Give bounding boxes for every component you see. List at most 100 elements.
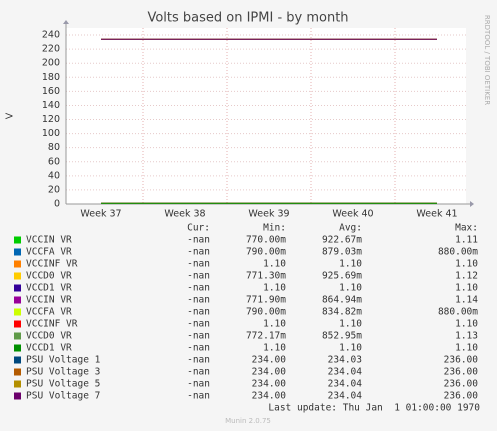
legend-value: -nan bbox=[187, 271, 210, 282]
legend-name: VCCIN VR bbox=[26, 235, 72, 246]
legend-value: -nan bbox=[187, 367, 210, 378]
legend-value: -nan bbox=[187, 295, 210, 306]
legend-header: Cur: bbox=[187, 223, 210, 234]
legend-value: -nan bbox=[187, 307, 210, 318]
legend-swatch bbox=[14, 308, 21, 316]
legend-value: 1.10 bbox=[455, 259, 478, 270]
y-tick-label: 240 bbox=[42, 30, 60, 41]
legend-name: PSU Voltage 1 bbox=[26, 355, 101, 366]
legend-name: PSU Voltage 5 bbox=[26, 379, 100, 390]
legend-name: VCCINF VR bbox=[26, 319, 78, 330]
legend-swatch bbox=[14, 368, 21, 376]
y-axis-label: V bbox=[5, 112, 16, 119]
y-tick-label: 160 bbox=[42, 86, 60, 97]
legend-value: 1.10 bbox=[455, 283, 478, 294]
legend-value: 790.00m bbox=[246, 307, 286, 318]
legend-value: 1.10 bbox=[339, 259, 362, 270]
legend-value: 1.10 bbox=[263, 283, 286, 294]
y-tick-label: 0 bbox=[54, 199, 60, 210]
legend-swatch bbox=[14, 380, 21, 388]
legend-value: -nan bbox=[187, 391, 210, 402]
legend-name: VCCIN VR bbox=[26, 295, 72, 306]
legend-value: 1.10 bbox=[263, 319, 286, 330]
legend-swatch bbox=[14, 272, 21, 280]
legend-swatch bbox=[14, 332, 21, 340]
legend-value: 1.10 bbox=[339, 343, 362, 354]
legend-value: 772.17m bbox=[246, 331, 286, 342]
axis-arrow bbox=[470, 201, 474, 207]
legend-name: VCCD1 VR bbox=[26, 343, 72, 354]
legend-swatch bbox=[14, 392, 21, 400]
legend-value: 1.14 bbox=[455, 295, 478, 306]
legend-name: VCCD0 VR bbox=[26, 271, 72, 282]
legend-value: 234.04 bbox=[328, 379, 363, 390]
plot-area bbox=[66, 28, 466, 204]
legend-name: VCCD1 VR bbox=[26, 283, 72, 294]
legend-header: Max: bbox=[455, 223, 478, 234]
legend-swatch bbox=[14, 248, 21, 256]
legend-value: 834.82m bbox=[322, 307, 362, 318]
legend-value: 880.00m bbox=[438, 247, 478, 258]
legend-value: 864.94m bbox=[322, 295, 362, 306]
legend-value: 236.00 bbox=[444, 391, 479, 402]
legend-value: 1.10 bbox=[455, 319, 478, 330]
y-tick-label: 80 bbox=[48, 142, 60, 153]
y-tick-label: 60 bbox=[48, 156, 60, 167]
legend-header: Min: bbox=[263, 223, 286, 234]
legend-value: 236.00 bbox=[444, 379, 479, 390]
y-tick-label: 200 bbox=[42, 58, 60, 69]
legend-value: 1.10 bbox=[339, 283, 362, 294]
legend-swatch bbox=[14, 260, 21, 268]
side-text: RRDTOOL / TOBI OETIKER bbox=[483, 15, 491, 105]
legend-value: 234.04 bbox=[328, 367, 363, 378]
legend-value: -nan bbox=[187, 355, 210, 366]
legend-value: -nan bbox=[187, 235, 210, 246]
legend-value: -nan bbox=[187, 283, 210, 294]
legend-value: 790.00m bbox=[246, 247, 286, 258]
legend-value: 770.00m bbox=[246, 235, 286, 246]
x-tick-label: Week 38 bbox=[164, 209, 205, 220]
legend-swatch bbox=[14, 284, 21, 292]
y-tick-label: 20 bbox=[48, 184, 60, 195]
legend-value: -nan bbox=[187, 259, 210, 270]
legend-name: VCCFA VR bbox=[26, 247, 72, 258]
legend-value: 852.95m bbox=[322, 331, 362, 342]
legend-value: 1.10 bbox=[263, 343, 286, 354]
footer: Munin 2.0.75 bbox=[225, 417, 271, 425]
legend-value: 234.04 bbox=[328, 391, 363, 402]
legend-value: 1.12 bbox=[455, 271, 478, 282]
legend-value: 922.67m bbox=[322, 235, 362, 246]
legend-value: 925.69m bbox=[322, 271, 362, 282]
last-update: Last update: Thu Jan 1 01:00:00 1970 bbox=[268, 403, 480, 414]
legend-value: 1.10 bbox=[455, 343, 478, 354]
legend-name: VCCD0 VR bbox=[26, 331, 72, 342]
legend-header: Avg: bbox=[339, 223, 362, 234]
legend-value: 1.10 bbox=[263, 259, 286, 270]
y-tick-label: 220 bbox=[42, 44, 60, 55]
legend-value: 234.00 bbox=[252, 391, 287, 402]
legend-value: 1.10 bbox=[339, 319, 362, 330]
legend-name: PSU Voltage 3 bbox=[26, 367, 100, 378]
y-tick-label: 120 bbox=[42, 114, 60, 125]
legend-swatch bbox=[14, 320, 21, 328]
legend-name: VCCINF VR bbox=[26, 259, 78, 270]
chart-title: Volts based on IPMI - by month bbox=[147, 11, 348, 26]
y-tick-label: 100 bbox=[42, 128, 60, 139]
legend-value: 1.11 bbox=[455, 235, 478, 246]
legend-value: 1.13 bbox=[455, 331, 478, 342]
legend-name: PSU Voltage 7 bbox=[26, 391, 100, 402]
legend-value: 234.00 bbox=[252, 355, 287, 366]
legend-value: 771.90m bbox=[246, 295, 286, 306]
legend-value: 236.00 bbox=[444, 355, 479, 366]
axis-arrow bbox=[63, 20, 69, 24]
x-tick-label: Week 37 bbox=[80, 209, 121, 220]
legend-value: 771.30m bbox=[246, 271, 286, 282]
y-tick-label: 140 bbox=[42, 100, 60, 111]
legend-value: -nan bbox=[187, 379, 210, 390]
legend-value: 234.03 bbox=[328, 355, 362, 366]
legend-swatch bbox=[14, 296, 21, 304]
legend-swatch bbox=[14, 236, 21, 244]
legend-value: -nan bbox=[187, 343, 210, 354]
legend-value: 236.00 bbox=[444, 367, 479, 378]
